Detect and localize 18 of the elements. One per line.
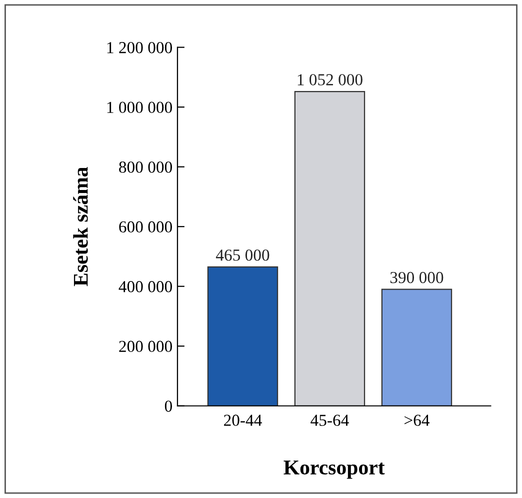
- y-tick-label: 400 000: [118, 281, 172, 292]
- bar: [294, 90, 366, 406]
- data-label: 390 000: [390, 272, 444, 284]
- y-tick-label: 800 000: [119, 162, 172, 173]
- y-tick-label: 200 000: [119, 340, 172, 352]
- x-tick-label: >64: [404, 414, 430, 426]
- y-tick-label: 600 000: [119, 221, 172, 233]
- data-label: 1 052 000: [298, 74, 362, 86]
- x-axis-title: Korcsoport: [284, 460, 385, 479]
- x-tick-label: 20-44: [224, 414, 262, 426]
- y-axis-title: Esetek száma: [73, 167, 88, 286]
- bar: [207, 266, 278, 406]
- y-tick-label: 1 200 000: [107, 42, 172, 54]
- y-tick-label: 1 000 000: [107, 102, 172, 114]
- bar: [381, 288, 452, 406]
- y-tick-label: 0: [164, 400, 172, 412]
- data-label: 465 000: [216, 250, 270, 261]
- x-tick-label: 45-64: [310, 414, 349, 426]
